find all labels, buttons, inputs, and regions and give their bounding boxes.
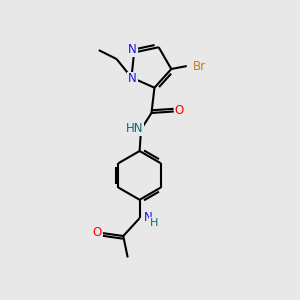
Text: HN: HN — [126, 122, 143, 135]
Text: O: O — [92, 226, 102, 239]
Text: N: N — [128, 73, 137, 85]
Text: N: N — [128, 43, 137, 56]
Text: O: O — [175, 104, 184, 117]
Text: H: H — [150, 218, 159, 228]
Text: Br: Br — [193, 59, 206, 73]
Text: N: N — [143, 211, 152, 224]
